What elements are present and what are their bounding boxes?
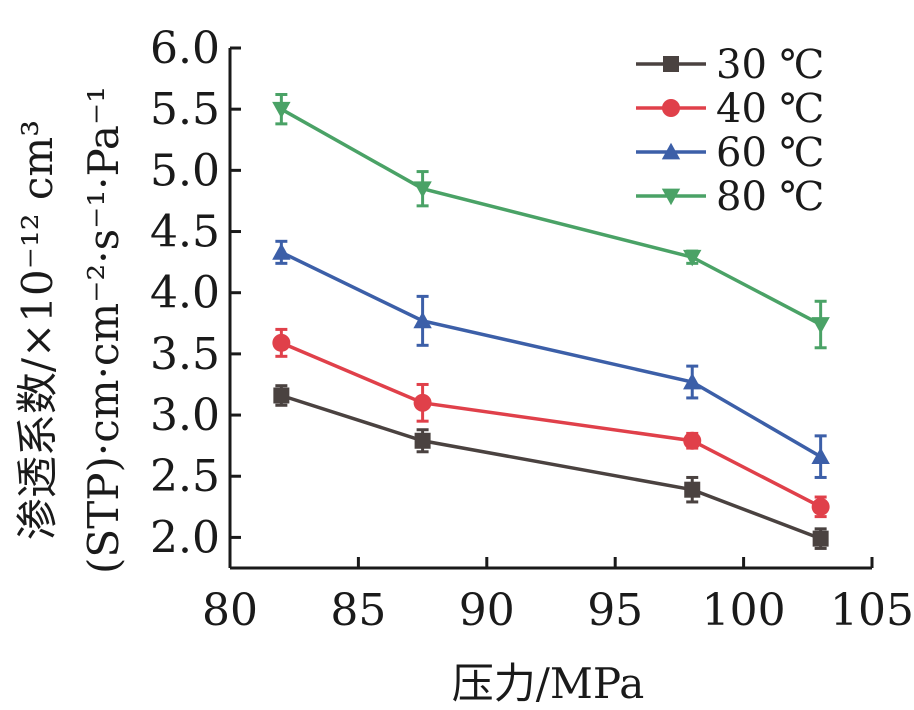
y-tick-label: 2.0: [150, 512, 220, 563]
series-line: [280, 250, 822, 459]
legend-marker: [662, 99, 680, 117]
plot-area: 80 85 90 95 100 105 2.0 2.5 3.0 3.5 4.0 4.5 5.0 5.5 6.…: [150, 23, 914, 636]
data-point: [811, 317, 830, 334]
legend-label: 30 ℃: [716, 42, 824, 88]
data-point: [811, 497, 830, 516]
x-tick-label: 85: [330, 585, 386, 636]
legend-marker: [661, 142, 681, 160]
x-axis-title: 压力/MPa: [452, 659, 645, 708]
y-axis-title-line2: (STP)·cm·cm⁻²·s⁻¹·Pa⁻¹: [79, 86, 128, 574]
y-tick-label: 3.0: [150, 390, 220, 441]
series-0: [273, 384, 829, 550]
series-2: [272, 239, 830, 479]
legend-entry: 30 ℃: [636, 42, 824, 88]
legend-marker: [663, 56, 679, 72]
data-point: [683, 431, 702, 450]
y-tick-label: 6.0: [150, 23, 220, 74]
data-point: [414, 432, 431, 449]
x-tick-label: 90: [459, 585, 515, 636]
x-tick-label: 80: [202, 585, 258, 636]
legend-entry: 60 ℃: [636, 130, 824, 176]
x-tick-label: 95: [587, 585, 643, 636]
y-tick-label: 4.5: [150, 207, 220, 258]
data-point: [683, 249, 702, 267]
y-tick-label: 5.5: [150, 84, 220, 135]
data-point: [272, 101, 291, 119]
data-point: [413, 181, 432, 198]
x-tick-label: 105: [830, 585, 914, 636]
x-tick-label: 100: [702, 585, 786, 636]
y-tick-label: 2.5: [150, 451, 220, 502]
series-line: [280, 393, 822, 541]
legend-entry: 80 ℃: [636, 174, 824, 220]
legend-label: 60 ℃: [716, 130, 824, 176]
y-tick-label: 3.5: [150, 329, 220, 380]
legend-label: 80 ℃: [716, 174, 824, 220]
data-point: [272, 333, 291, 352]
legend: 30 ℃40 ℃60 ℃80 ℃: [636, 42, 824, 220]
series-3: [272, 92, 830, 350]
data-point: [273, 387, 290, 404]
series-line: [280, 107, 822, 327]
data-point: [272, 243, 291, 260]
data-point: [683, 372, 702, 390]
data-point: [812, 530, 829, 547]
data-point: [413, 393, 432, 412]
y-tick-label: 5.0: [150, 145, 220, 196]
y-axis-title-line1: 渗透系数/×10⁻¹² cm³: [13, 120, 62, 540]
y-tick-label: 4.0: [150, 268, 220, 319]
y-axis-title: 渗透系数/×10⁻¹² cm³ (STP)·cm·cm⁻²·s⁻¹·Pa⁻¹: [13, 86, 128, 574]
series-1: [272, 327, 830, 519]
data-point: [413, 311, 432, 329]
data-point: [684, 481, 701, 498]
legend-label: 40 ℃: [716, 86, 824, 132]
legend-entry: 40 ℃: [636, 86, 824, 132]
data-point: [811, 447, 830, 465]
series-line: [280, 341, 822, 509]
legend-marker: [661, 188, 681, 206]
